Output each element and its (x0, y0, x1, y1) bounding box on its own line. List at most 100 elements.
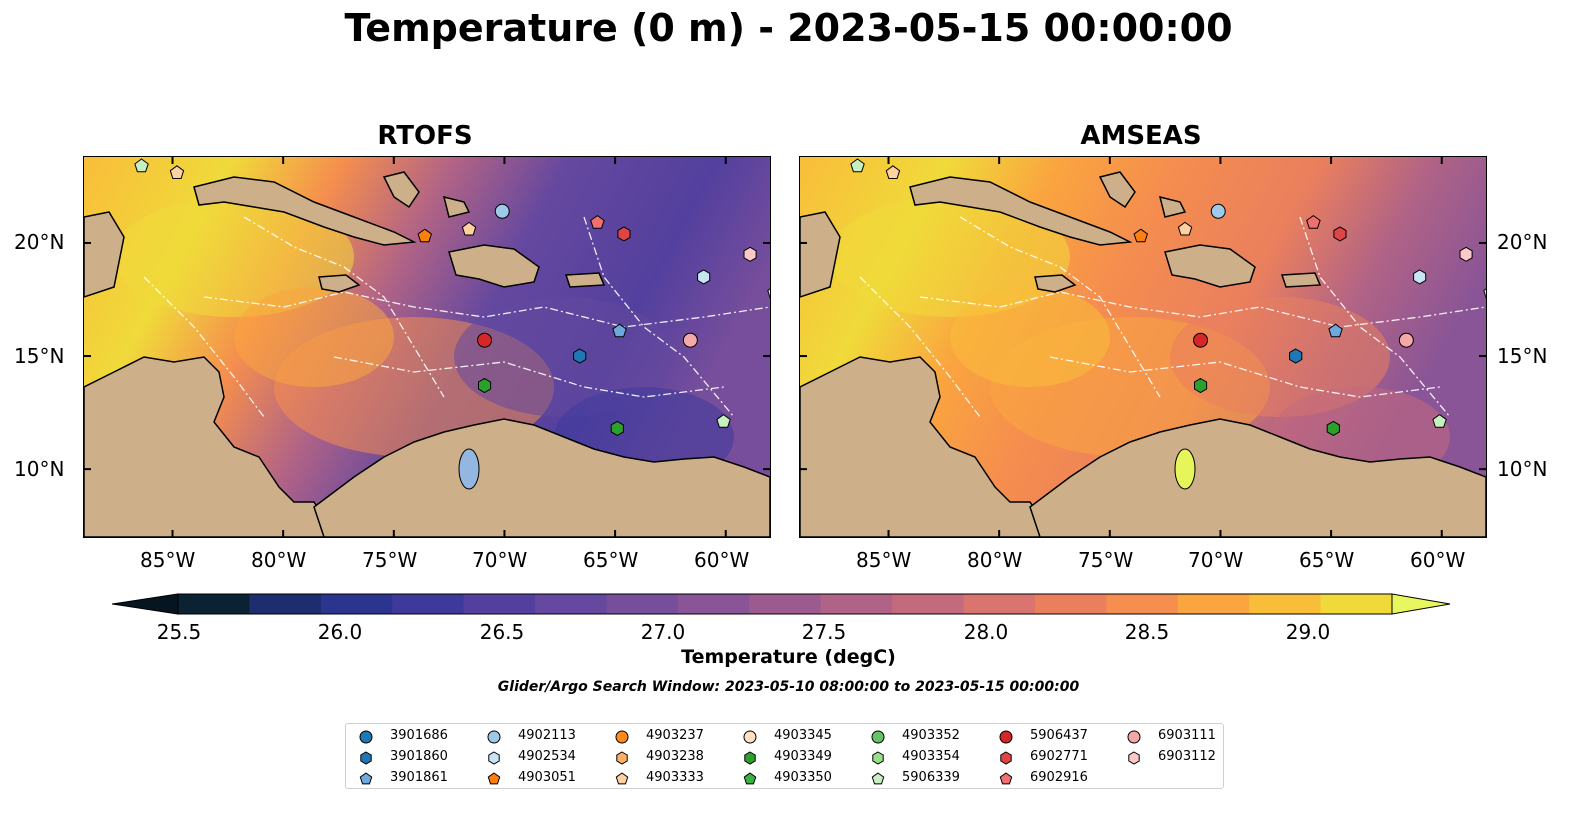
land-mass (1158, 195, 1187, 218)
colorbar-segment (606, 594, 679, 614)
legend-marker-icon (359, 772, 373, 785)
legend-marker-icon (616, 751, 628, 765)
eez-boundary (203, 291, 770, 328)
eez-boundary (859, 276, 981, 418)
argo-float-marker (494, 203, 510, 219)
argo-float-marker (1326, 420, 1340, 436)
land-mass (1034, 274, 1077, 293)
lon-tick-80w-left: 80°W (251, 548, 307, 572)
colorbar-tick: 26.5 (479, 620, 525, 644)
argo-float-marker (169, 165, 185, 179)
lon-tick-70w-left: 70°W (472, 548, 528, 572)
argo-float-marker (477, 332, 493, 348)
legend-marker-icon (1128, 751, 1140, 765)
legend-label: 6903111 (1158, 728, 1216, 743)
lon-tick-70w-right: 70°W (1188, 548, 1244, 572)
lon-tick-75w-right: 75°W (1078, 548, 1134, 572)
argo-float-marker (767, 288, 770, 299)
eez-boundary (1299, 216, 1451, 418)
lat-tick-20n-left: 20°N (14, 230, 65, 254)
land-mass (448, 244, 540, 288)
legend-label: 4902534 (518, 749, 576, 764)
legend-marker (359, 772, 373, 785)
legend-label: 3901686 (390, 728, 448, 743)
argo-float-marker (573, 348, 587, 364)
lat-tick-15n-right: 15°N (1497, 344, 1548, 368)
map-panel-amseas[interactable] (799, 156, 1487, 538)
colorbar-segment (1106, 594, 1179, 614)
legend-label: 4903349 (774, 749, 832, 764)
argo-float-marker (1459, 246, 1473, 262)
colorbar-tick: 29.0 (1285, 620, 1331, 644)
land-mass (1164, 244, 1256, 288)
legend-label: 4903345 (774, 728, 832, 743)
lake-maracaibo (458, 448, 480, 490)
argo-float-marker (1333, 226, 1347, 242)
legend-marker (1000, 751, 1012, 765)
land-mass (193, 176, 417, 246)
land-mass (318, 274, 361, 293)
colorbar-label: Temperature (degC) (681, 646, 896, 668)
colorbar-over-extension (1391, 593, 1451, 615)
argo-float-marker (1194, 377, 1208, 394)
argo-float-marker (697, 269, 711, 285)
legend-marker (871, 730, 885, 744)
land-mass (1029, 418, 1486, 537)
legend-marker (743, 772, 757, 785)
argo-float-marker (461, 221, 477, 236)
argo-float-marker (478, 377, 492, 394)
legend-marker-icon (360, 751, 372, 765)
legend-label: 6902916 (1030, 770, 1088, 785)
legend-marker-icon (871, 730, 885, 744)
legend-label: 3901861 (390, 770, 448, 785)
argo-float-marker (1177, 221, 1193, 236)
lon-tick-65w-right: 65°W (1299, 548, 1355, 572)
argo-float-marker (716, 413, 731, 428)
argo-float-marker (743, 246, 757, 262)
colorbar-under-extension (112, 593, 179, 615)
land-mass (800, 211, 841, 298)
legend-label: 6902771 (1030, 749, 1088, 764)
argo-float-marker (612, 323, 627, 338)
legend-marker-icon (487, 772, 501, 785)
map-panel-rtofs[interactable] (83, 156, 771, 538)
legend-marker (615, 730, 629, 744)
lon-tick-60w-left: 60°W (694, 548, 750, 572)
legend-marker (359, 730, 373, 744)
legend-marker (488, 751, 500, 765)
colorbar-tick: 27.5 (801, 620, 847, 644)
eez-boundary (1049, 356, 1441, 398)
legend-label: 5906437 (1030, 728, 1088, 743)
eez-boundary (583, 216, 735, 418)
lon-tick-65w-left: 65°W (583, 548, 639, 572)
argo-float-marker (617, 226, 631, 242)
legend-marker (487, 730, 501, 744)
lat-tick-10n-left: 10°N (14, 457, 65, 481)
legend-label: 4903350 (774, 770, 832, 785)
lat-tick-10n-right: 10°N (1497, 457, 1548, 481)
colorbar-segment (963, 594, 1036, 614)
land-mass (564, 272, 606, 288)
legend-marker-icon (615, 730, 629, 744)
colorbar-tick: 25.5 (156, 620, 202, 644)
eez-boundary (333, 356, 725, 398)
legend-marker (744, 751, 756, 765)
argo-float-marker (134, 158, 149, 173)
land-mass (313, 418, 770, 537)
legend-marker-icon (488, 751, 500, 765)
legend-marker-icon (872, 751, 884, 765)
colorbar-segment (249, 594, 322, 614)
argo-float-marker (1432, 413, 1447, 428)
float-legend: 3901686 3901860 3901861 4902113 4902534 49030… (345, 723, 1224, 789)
colorbar-segment (1034, 594, 1107, 614)
land-mass (84, 211, 125, 298)
colorbar-tick: 28.0 (963, 620, 1009, 644)
search-window-text: Glider/Argo Search Window: 2023-05-10 08… (497, 679, 1080, 695)
colorbar-tick: 27.0 (640, 620, 686, 644)
eez-boundary (243, 216, 445, 398)
land-mass (1098, 171, 1136, 209)
legend-marker (615, 772, 629, 785)
legend-marker (1127, 730, 1141, 744)
argo-float-marker (1289, 348, 1303, 364)
argo-float-marker (1328, 323, 1343, 338)
